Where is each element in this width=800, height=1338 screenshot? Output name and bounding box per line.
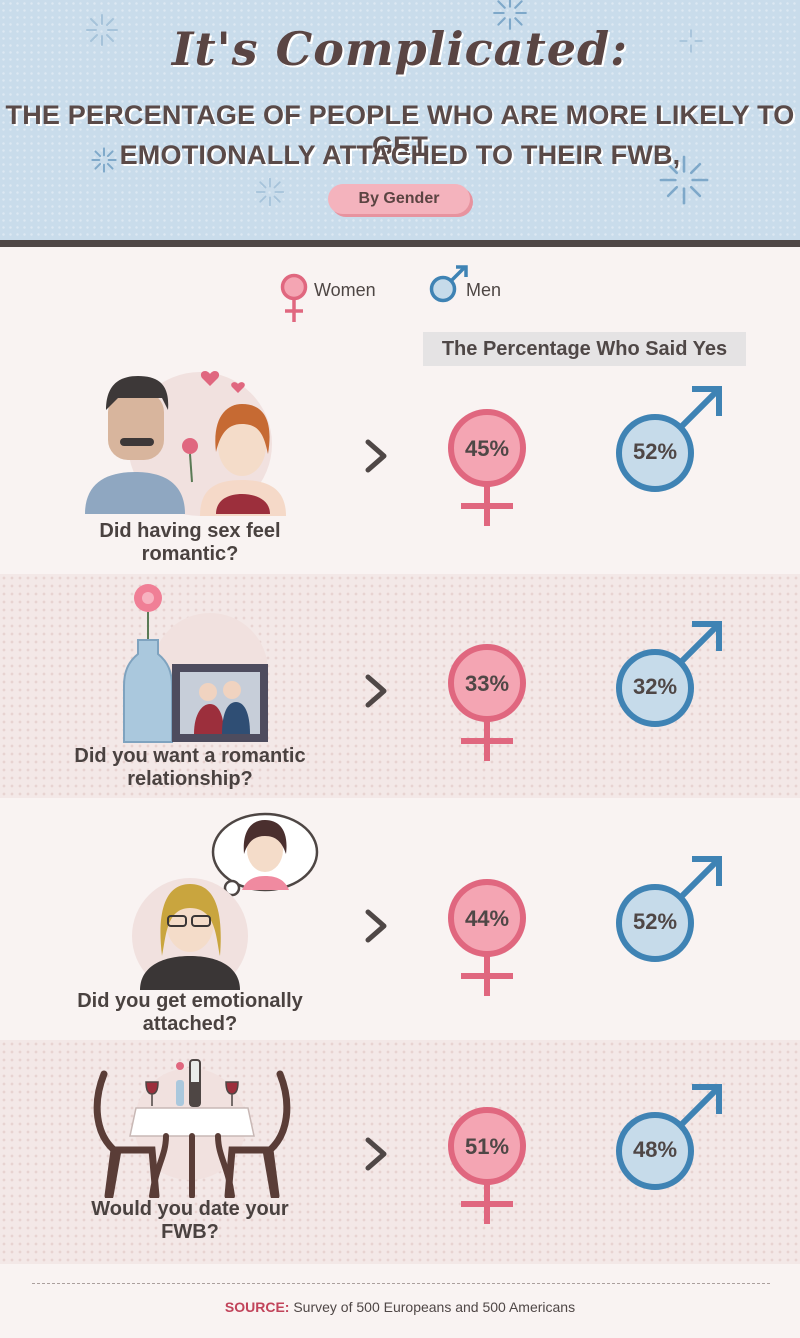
dinner-table-illustration bbox=[93, 1059, 291, 1198]
chevron-right-icon bbox=[365, 909, 387, 943]
legend-women-label: Women bbox=[314, 280, 376, 300]
women-percent-label: 33% bbox=[464, 671, 510, 696]
men-percent-label: 52% bbox=[632, 439, 678, 464]
men-percent-label: 52% bbox=[632, 909, 678, 934]
question-line-2: relationship? bbox=[127, 768, 253, 790]
female-symbol-icon bbox=[280, 273, 308, 322]
sparkle-icon bbox=[86, 14, 118, 46]
source-label: SOURCE: bbox=[224, 1299, 290, 1315]
men-percent-label: 32% bbox=[632, 674, 678, 699]
thinking-woman-illustration bbox=[132, 812, 319, 990]
chevron-right-icon bbox=[365, 674, 387, 708]
chevron-right-icon bbox=[365, 1137, 387, 1171]
male-value-mark bbox=[616, 1084, 722, 1190]
female-value-mark bbox=[448, 879, 526, 996]
question-line-1: Did having sex feel bbox=[99, 520, 281, 542]
sparkle-icon bbox=[679, 29, 703, 53]
male-value-mark bbox=[616, 856, 722, 962]
women-percent-label: 51% bbox=[464, 1134, 510, 1159]
sparkle-icon bbox=[255, 177, 285, 207]
male-symbol-icon bbox=[429, 265, 468, 303]
question-label: Did you get emotionally attached? bbox=[60, 990, 320, 1036]
female-value-mark bbox=[448, 409, 526, 526]
couple-illustration bbox=[85, 371, 286, 516]
question-line-2: romantic? bbox=[141, 543, 239, 565]
source-text: Survey of 500 Europeans and 500 American… bbox=[293, 1299, 576, 1315]
sparkle-icon bbox=[493, 0, 527, 30]
question-line-1: Did you get emotionally bbox=[77, 990, 303, 1012]
header-divider bbox=[0, 240, 800, 247]
male-value-mark bbox=[616, 386, 722, 492]
question-line-1: Did you want a romantic bbox=[74, 745, 306, 767]
question-line-1: Would you date your bbox=[91, 1198, 289, 1220]
question-line-2: attached? bbox=[142, 1013, 238, 1035]
question-label: Would you date your FWB? bbox=[60, 1198, 320, 1244]
question-label: Did having sex feel romantic? bbox=[60, 520, 320, 566]
footer-divider bbox=[32, 1283, 770, 1284]
sparkle-icon bbox=[659, 155, 709, 205]
male-value-mark bbox=[616, 621, 722, 727]
sparkle-icon bbox=[91, 147, 117, 173]
legend-men-label: Men bbox=[466, 280, 502, 300]
question-line-2: FWB? bbox=[161, 1221, 219, 1243]
question-label: Did you want a romantic relationship? bbox=[60, 745, 320, 791]
page-title: It's Complicated: bbox=[171, 22, 629, 76]
female-value-mark bbox=[448, 1107, 526, 1224]
header-banner: It's Complicated: THE PERCENTAGE OF PEOP… bbox=[0, 0, 800, 240]
subtitle-line-2: EMOTIONALLY ATTACHED TO THEIR FWB, bbox=[119, 140, 681, 170]
female-value-mark bbox=[448, 644, 526, 761]
vase-photo-illustration bbox=[123, 584, 268, 743]
by-gender-badge: By Gender bbox=[328, 184, 470, 214]
source-note: SOURCE: Survey of 500 Europeans and 500 … bbox=[0, 1299, 800, 1315]
chevron-right-icon bbox=[365, 439, 387, 473]
column-header: The Percentage Who Said Yes bbox=[423, 332, 746, 366]
women-percent-label: 45% bbox=[464, 436, 510, 461]
men-percent-label: 48% bbox=[632, 1137, 678, 1162]
subtitle-line-1: THE PERCENTAGE OF PEOPLE WHO ARE MORE LI… bbox=[5, 100, 795, 161]
women-percent-label: 44% bbox=[464, 906, 510, 931]
